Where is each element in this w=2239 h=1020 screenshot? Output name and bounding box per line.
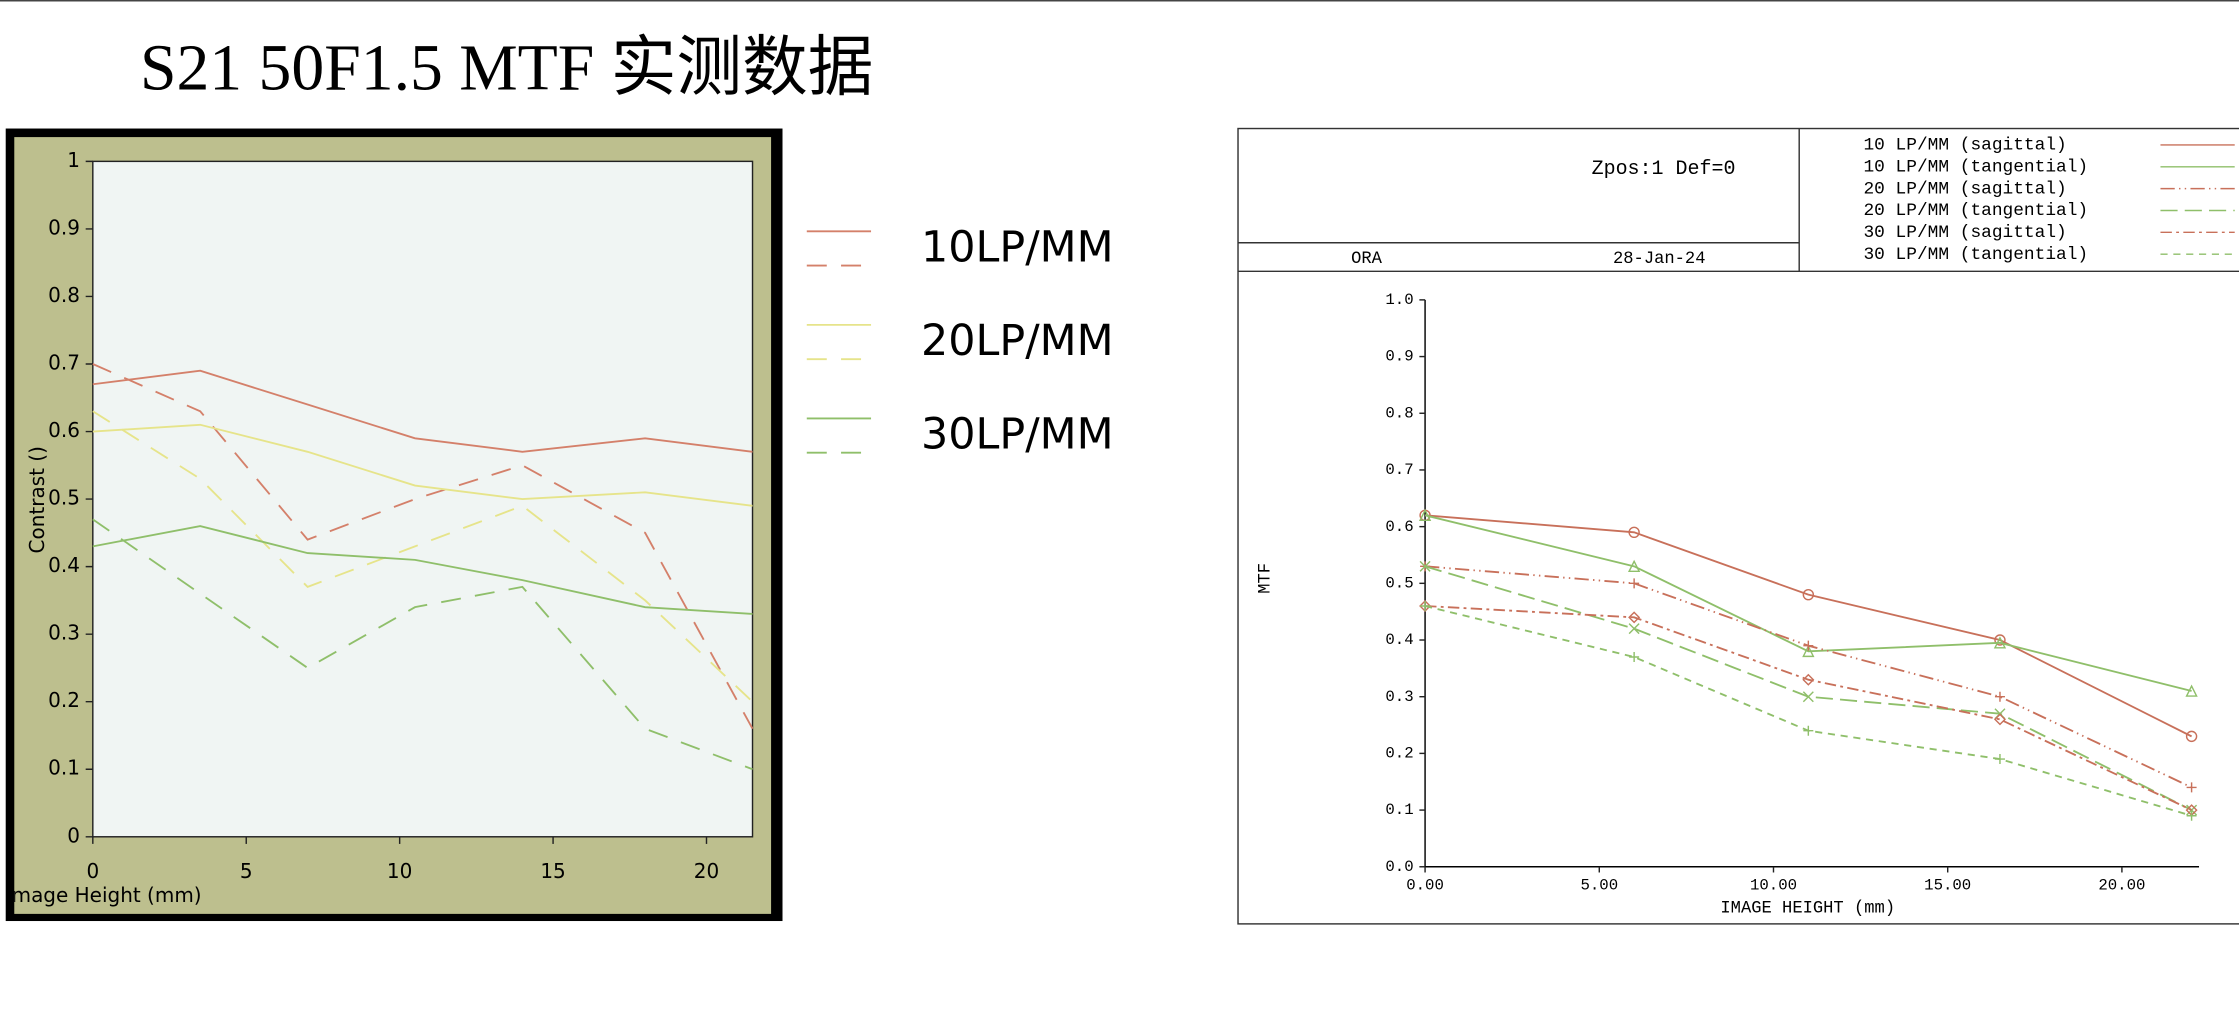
- legend-label: 20 LP/MM (tangential): [1863, 201, 2088, 221]
- point-marker: [1419, 509, 1431, 521]
- chart-left: 00.10.20.30.40.50.60.70.80.910 5 10 15 20Ima…: [6, 148, 754, 907]
- y-tick-label: 1.0: [1385, 291, 1413, 309]
- point-marker: [1420, 601, 1431, 611]
- y-tick-label: 0.6: [1385, 518, 1413, 536]
- point-marker: [1628, 611, 1641, 624]
- x-tick-label: 15: [540, 859, 565, 883]
- point-marker: [1627, 559, 1641, 573]
- x-tick-label: 20: [694, 859, 719, 883]
- legend-label: 10LP/MM: [921, 222, 1114, 272]
- y-axis-label: MTF: [1257, 563, 1276, 594]
- point-marker: [1994, 754, 2005, 765]
- y-tick-label: 0.8: [1385, 404, 1413, 422]
- legend-label: 10 LP/MM (sagittal): [1863, 136, 2066, 156]
- series-line: [1425, 605, 2192, 811]
- y-tick-label: 0.5: [1385, 574, 1413, 592]
- x-tick-label: 5: [240, 859, 253, 883]
- y-tick-label: 0.7: [1385, 461, 1413, 479]
- point-marker: [1628, 526, 1640, 538]
- point-marker: [2185, 684, 2198, 697]
- series-line: [92, 518, 753, 771]
- y-tick-label: 0.0: [1385, 858, 1413, 876]
- x-tick-label: 10: [387, 859, 412, 883]
- y-tick-label: 0.7: [48, 350, 80, 374]
- chart-label: ORA: [1351, 250, 1383, 269]
- chart-right: 0.0 0.1 0.2 0.3 0.4 0.5 0.6 0.7 0.8 0.9 1.0 0.00 5.0…: [1257, 136, 2235, 919]
- legend: 10LP/MM 20LP/MM 30LP/MM: [806, 222, 1114, 459]
- y-tick-label: 0.9: [48, 215, 80, 239]
- point-marker: [2186, 782, 2197, 793]
- y-tick-label: 0.6: [48, 418, 80, 442]
- y-tick-label: 0.5: [48, 486, 80, 510]
- x-tick-label: 5.00: [1580, 876, 1618, 894]
- y-tick-label: 0: [67, 823, 80, 847]
- point-marker: [1994, 691, 2005, 702]
- legend-label: 20 LP/MM (sagittal): [1863, 179, 2066, 199]
- x-tick-label: 10.00: [1750, 876, 1797, 894]
- point-marker: [1802, 644, 1815, 658]
- legend-label: 10 LP/MM (tangential): [1863, 158, 2088, 178]
- x-axis-label: IMAGE HEIGHT (mm): [1720, 900, 1895, 919]
- series-line: [92, 423, 753, 507]
- series-line: [92, 369, 753, 453]
- y-tick-label: 0.9: [1385, 348, 1413, 366]
- point-marker: [1993, 713, 2006, 726]
- y-tick-label: 1: [67, 148, 80, 172]
- x-tick-label: 0: [86, 859, 99, 883]
- chart-date: 28-Jan-24: [1613, 250, 1706, 269]
- y-tick-label: 0.1: [1385, 801, 1413, 819]
- slide-title: S21 50F1.5 MTF 实测数据: [140, 31, 873, 104]
- series-line: [92, 525, 753, 615]
- chart-title: Zpos:1 Def=0: [1592, 158, 1736, 181]
- point-marker: [1419, 560, 1431, 572]
- y-tick-label: 0.2: [1385, 745, 1413, 763]
- y-tick-label: 0.8: [48, 283, 80, 307]
- point-marker: [2186, 810, 2197, 821]
- y-tick-label: 0.4: [48, 553, 80, 577]
- y-axis-label: Contrast (): [25, 446, 49, 553]
- legend-label: 30LP/MM: [921, 409, 1114, 459]
- point-marker: [1803, 640, 1814, 651]
- point-marker: [1629, 578, 1640, 589]
- y-tick-label: 0.3: [48, 621, 80, 645]
- x-tick-label: 0.00: [1406, 876, 1444, 894]
- y-tick-label: 0.2: [48, 688, 80, 712]
- legend-label: 30 LP/MM (sagittal): [1863, 223, 2066, 243]
- x-axis-label: Image Height (mm): [6, 883, 202, 907]
- legend-label: 30 LP/MM (tangential): [1863, 245, 2088, 265]
- y-tick-label: 0.3: [1385, 688, 1413, 706]
- point-marker: [1802, 673, 1815, 686]
- series-line: [92, 363, 754, 730]
- point-marker: [1802, 691, 1814, 703]
- point-marker: [1418, 508, 1432, 522]
- point-marker: [1629, 652, 1640, 663]
- y-tick-label: 0.4: [1385, 631, 1413, 649]
- point-marker: [2185, 730, 2198, 743]
- point-marker: [1628, 623, 1640, 635]
- plot-area: [92, 160, 754, 838]
- x-tick-label: 20.00: [2098, 876, 2145, 894]
- series-line: [92, 410, 754, 703]
- point-marker: [1803, 725, 1814, 736]
- y-tick-label: 0.1: [48, 756, 80, 780]
- series-line: [1425, 514, 2193, 738]
- point-marker: [1802, 589, 1815, 601]
- legend-label: 20LP/MM: [921, 316, 1114, 366]
- x-tick-label: 15.00: [1924, 876, 1971, 894]
- series-line: [1424, 514, 2192, 692]
- point-marker: [1993, 636, 2007, 649]
- chart-frame: [1237, 127, 2239, 925]
